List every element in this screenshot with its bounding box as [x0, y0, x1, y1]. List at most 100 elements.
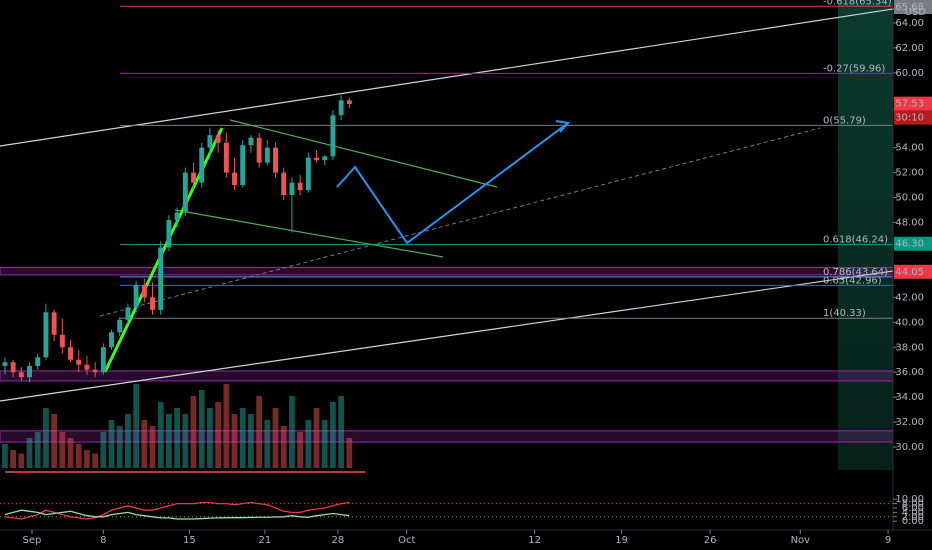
channel-top — [229, 119, 498, 188]
fib-label: 0.786(43.64) — [823, 267, 888, 278]
candle-body — [133, 284, 139, 308]
volume-bar — [133, 384, 139, 468]
candle-body — [223, 142, 229, 173]
price-tag — [894, 236, 932, 251]
volume-bar — [346, 438, 353, 468]
x-tick-label: 8 — [100, 535, 106, 546]
candle-body — [174, 212, 180, 221]
indicator-tick-label: 0.00 — [902, 516, 924, 527]
volume-bar — [2, 444, 8, 468]
volume-bar — [10, 450, 16, 468]
price-tag-label: 65.68 — [895, 2, 924, 13]
candle-body — [346, 100, 352, 105]
fib-label: 0.83(42.96) — [823, 275, 882, 286]
candle-body — [240, 145, 246, 186]
countdown: 30:10 — [895, 113, 924, 124]
x-tick-label: 21 — [258, 535, 271, 546]
fib-label: 1(40.33) — [823, 308, 866, 319]
x-tick-label: 9 — [885, 535, 891, 546]
candle-body — [289, 182, 295, 196]
volume-bar — [125, 414, 131, 468]
candle-body — [117, 319, 123, 333]
volume-bar — [321, 420, 328, 468]
volume-bar — [223, 384, 230, 468]
candle-body — [158, 247, 164, 310]
volume-bar — [289, 396, 295, 468]
volume-bar — [166, 414, 172, 468]
volume-bar — [338, 396, 344, 468]
volume-bar — [272, 408, 279, 468]
candle-body — [76, 359, 82, 365]
x-tick-label: 12 — [528, 535, 541, 546]
candle-body — [51, 312, 57, 335]
price-tag — [894, 96, 932, 111]
volume-bar — [67, 438, 74, 468]
support-zone — [0, 370, 894, 382]
candle-body — [338, 100, 344, 116]
volume-bar — [108, 420, 115, 468]
candle-body — [207, 135, 213, 148]
indicator-tick-label: 6.00 — [902, 503, 924, 514]
upper-trendline — [0, 2, 932, 147]
candle-body — [330, 115, 336, 157]
candle-body — [199, 147, 205, 183]
volume-bar — [190, 396, 197, 468]
candle-body — [273, 147, 278, 173]
fib-label: -0.27(59.96) — [823, 63, 885, 74]
volume-bar — [51, 414, 57, 468]
volume-bar — [34, 432, 41, 468]
volume-bar — [182, 414, 189, 468]
volume-bar — [264, 420, 271, 468]
candle-body — [191, 172, 196, 183]
volume-bar — [231, 414, 238, 468]
volume-bar — [215, 402, 221, 468]
volume-bar — [313, 408, 320, 468]
volume-bar — [198, 390, 205, 468]
y-tick-label: 62.00 — [895, 43, 924, 54]
indicator-line — [4, 501, 350, 520]
volume-bar — [141, 420, 148, 468]
countdown-tag — [894, 110, 932, 125]
volume-bar — [157, 402, 164, 468]
volume-bar — [100, 432, 107, 468]
volume-bar — [116, 426, 123, 468]
y-tick-label: 30.00 — [895, 442, 924, 453]
volume-bar — [207, 408, 213, 468]
volume-bar — [43, 408, 49, 468]
candle-body — [10, 362, 16, 373]
candle-body — [27, 365, 32, 378]
candle-body — [166, 220, 172, 248]
indicator-tick-label: 10.00 — [895, 494, 924, 505]
candle-body — [2, 362, 8, 366]
price-tag-label: 57.53 — [895, 99, 924, 110]
candle-body — [281, 172, 287, 196]
candle-body — [248, 137, 254, 146]
volume-bar — [248, 414, 254, 468]
candle-body — [264, 147, 270, 163]
x-tick-label: 26 — [704, 535, 717, 546]
indicator-tick-label: 4.00 — [902, 507, 924, 518]
volume-bar — [84, 450, 90, 468]
fib-label: 0(55.79) — [823, 115, 866, 126]
volume-bar — [239, 408, 246, 468]
candle-body — [125, 307, 131, 320]
support-zone — [0, 266, 894, 276]
price-tag-label: 46.30 — [895, 239, 924, 250]
y-tick-label: 42.00 — [895, 292, 924, 303]
candle-body — [68, 347, 73, 360]
y-tick-label: 34.00 — [895, 392, 924, 403]
lower-trendline — [0, 270, 894, 402]
volume-bar — [92, 453, 98, 468]
candle-body — [92, 369, 98, 373]
x-tick-label: 28 — [331, 535, 344, 546]
price-tag-label: 44.05 — [895, 267, 924, 278]
x-tick-label: 15 — [183, 535, 196, 546]
y-tick-label: 50.00 — [895, 193, 924, 204]
volume-bar — [18, 453, 25, 468]
indicator-tick-label: 8.00 — [902, 499, 924, 510]
price-tag — [894, 264, 932, 279]
volume-bar — [330, 402, 336, 468]
candle-body — [215, 135, 221, 143]
x-tick-label: Nov — [791, 535, 811, 546]
